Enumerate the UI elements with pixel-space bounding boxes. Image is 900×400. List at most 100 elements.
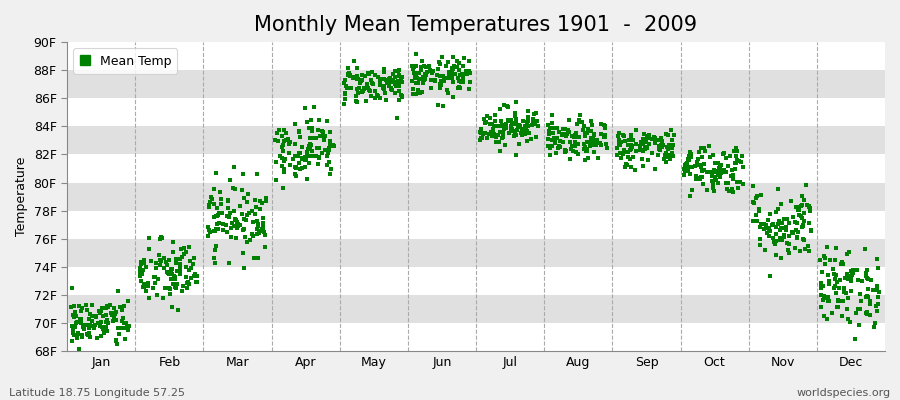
Point: [107, 314, 122, 320]
Point: [861, 294, 876, 300]
Point: [377, 83, 392, 89]
Point: [699, 186, 714, 193]
Point: [510, 124, 525, 130]
Point: [578, 144, 592, 151]
Point: [618, 161, 633, 168]
Point: [300, 153, 314, 159]
Point: [147, 274, 161, 281]
Point: [418, 72, 433, 78]
Point: [862, 312, 877, 318]
Point: [816, 283, 831, 290]
Point: [841, 276, 855, 282]
Point: [271, 138, 285, 144]
Point: [310, 161, 325, 167]
Point: [278, 137, 293, 143]
Point: [344, 85, 358, 91]
Point: [412, 76, 427, 82]
Point: [406, 90, 420, 97]
Point: [804, 227, 818, 233]
Point: [387, 79, 401, 85]
Point: [383, 86, 398, 92]
Point: [713, 166, 727, 172]
Point: [491, 122, 505, 129]
Point: [702, 143, 716, 149]
Point: [647, 140, 662, 146]
Point: [81, 322, 95, 328]
Point: [257, 229, 272, 236]
Point: [493, 148, 508, 154]
Point: [624, 143, 638, 149]
Point: [480, 134, 494, 141]
Point: [635, 148, 650, 155]
Point: [223, 209, 238, 216]
Point: [454, 78, 469, 85]
Point: [206, 214, 220, 220]
Point: [635, 136, 650, 142]
Point: [774, 255, 788, 261]
Point: [64, 304, 78, 310]
Point: [270, 130, 284, 136]
Point: [351, 76, 365, 82]
Point: [667, 132, 681, 138]
Point: [507, 120, 521, 127]
Point: [576, 126, 590, 133]
Point: [652, 137, 666, 143]
Point: [757, 226, 771, 232]
Point: [72, 346, 86, 352]
Point: [203, 229, 218, 235]
Point: [750, 218, 764, 224]
Point: [541, 136, 555, 142]
Point: [567, 134, 581, 141]
Point: [527, 111, 542, 118]
Point: [593, 142, 608, 148]
Point: [433, 73, 447, 80]
Point: [205, 196, 220, 202]
Point: [658, 152, 672, 158]
Point: [559, 133, 573, 139]
Point: [570, 134, 584, 140]
Point: [320, 162, 334, 168]
Point: [122, 322, 136, 329]
Point: [154, 234, 168, 240]
Point: [753, 220, 768, 227]
Point: [515, 132, 529, 138]
Point: [505, 127, 519, 134]
Point: [662, 142, 676, 148]
Point: [711, 180, 725, 186]
Point: [182, 244, 196, 250]
Point: [520, 128, 535, 134]
Point: [503, 123, 517, 130]
Point: [80, 307, 94, 313]
Point: [159, 259, 174, 266]
Point: [778, 224, 793, 231]
Point: [101, 320, 115, 327]
Point: [512, 122, 526, 128]
Point: [133, 265, 148, 271]
Point: [134, 278, 148, 284]
Point: [417, 76, 431, 83]
Point: [185, 260, 200, 267]
Point: [393, 92, 408, 98]
Point: [153, 262, 167, 268]
Point: [757, 221, 771, 228]
Point: [822, 281, 836, 287]
Point: [292, 150, 306, 156]
Point: [521, 123, 535, 129]
Legend: Mean Temp: Mean Temp: [73, 48, 177, 74]
Point: [408, 74, 422, 81]
Point: [108, 310, 122, 317]
Point: [65, 338, 79, 344]
Point: [844, 288, 859, 295]
Point: [614, 139, 628, 145]
Point: [586, 142, 600, 148]
Point: [788, 226, 803, 233]
Point: [508, 110, 522, 117]
Point: [712, 172, 726, 179]
Point: [790, 234, 805, 240]
Point: [230, 225, 245, 231]
Point: [276, 185, 291, 192]
Point: [410, 75, 425, 81]
Point: [836, 260, 850, 267]
Point: [179, 274, 194, 280]
Point: [434, 82, 448, 88]
